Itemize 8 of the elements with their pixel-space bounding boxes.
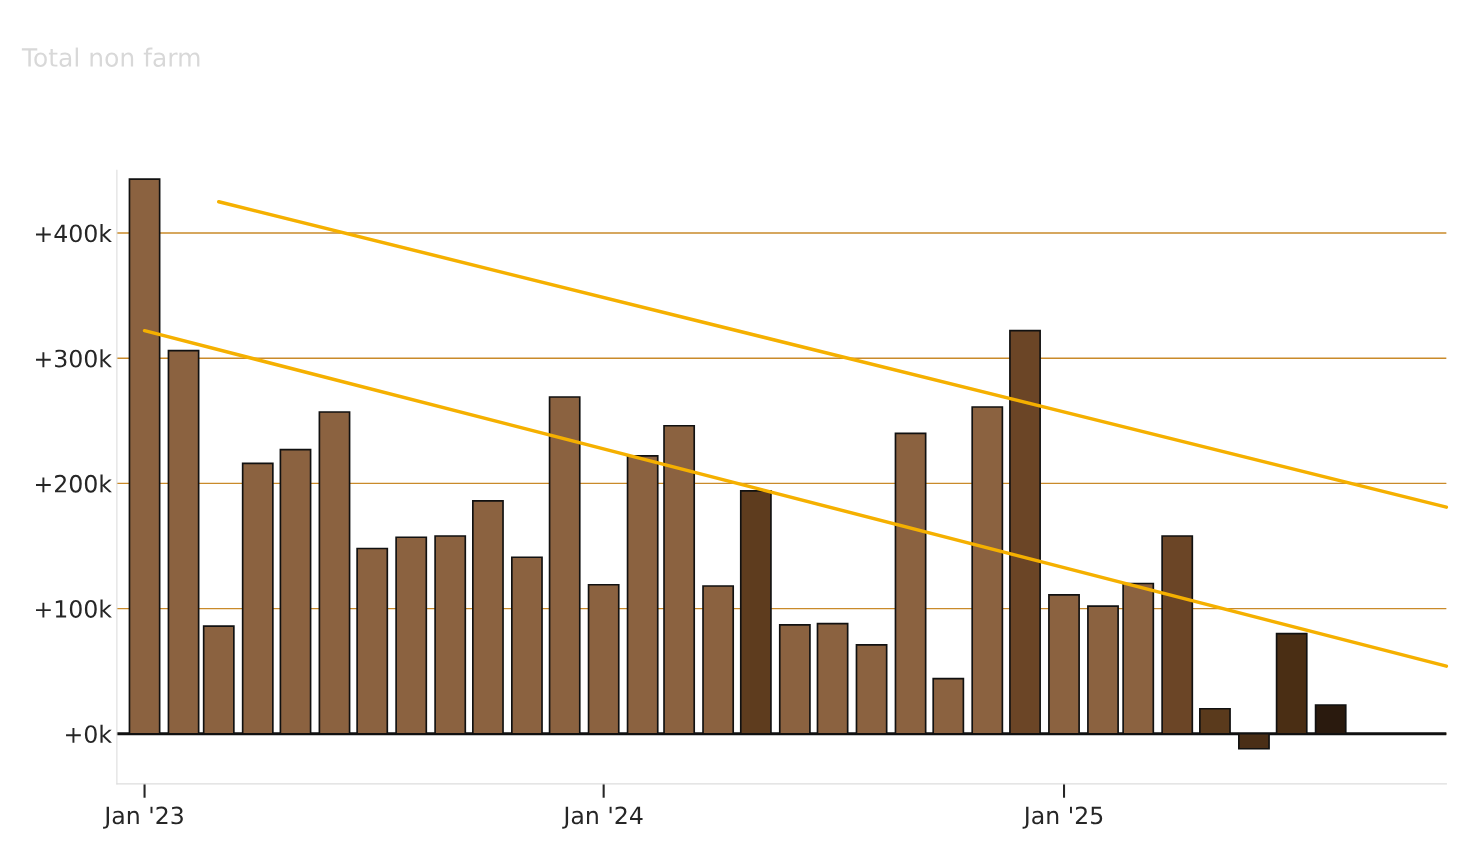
y-tick-label: +400k — [35, 224, 112, 243]
x-tick-label: Jan '24 — [562, 806, 643, 829]
y-tick-label: +100k — [35, 599, 112, 618]
x-tick-label: Jan '23 — [103, 806, 183, 829]
y-tick-label: +200k — [35, 474, 112, 493]
x-tick-label: Jan '25 — [1022, 806, 1103, 829]
y-tick-label: +300k — [35, 349, 112, 368]
y-tick-label: +0k — [66, 724, 112, 744]
